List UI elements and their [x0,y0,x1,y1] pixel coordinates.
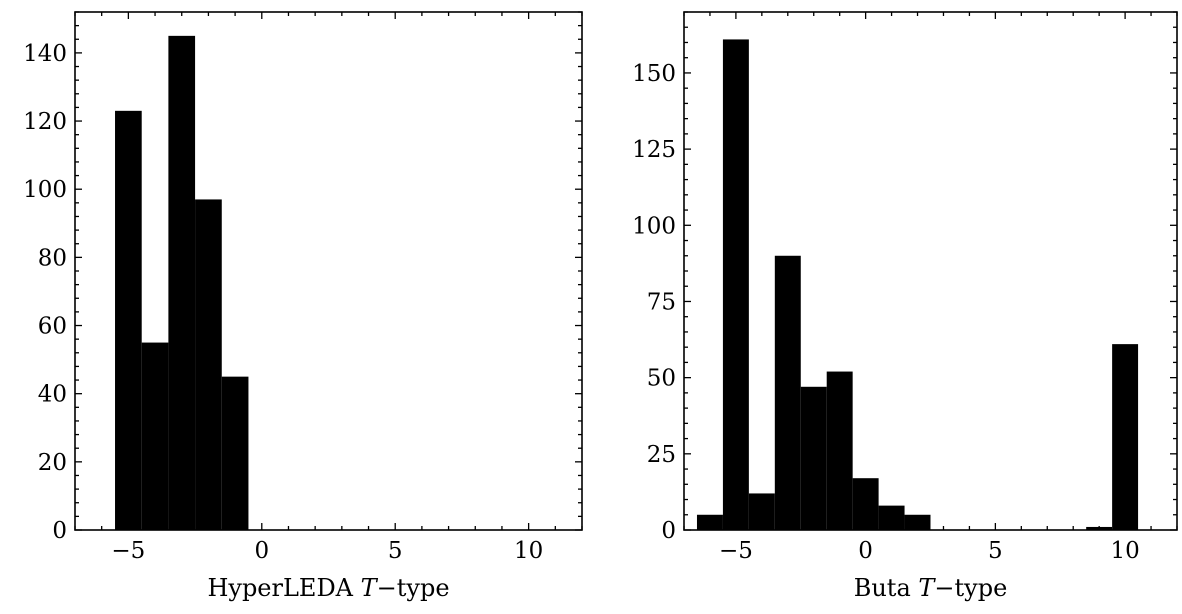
histogram-bar [722,39,749,531]
y-tick-label: 80 [38,245,67,271]
y-tick-label: 25 [647,442,676,468]
y-tick-label: 150 [632,61,676,87]
y-tick-label: 0 [52,518,67,544]
x-tick-label: 10 [514,538,543,564]
histogram-bar [748,493,775,530]
y-tick-label: 140 [23,41,67,67]
y-tick-label: 100 [632,213,676,239]
histogram-bar [168,35,196,531]
histogram-bar [115,110,142,530]
x-tick-label: 5 [988,538,1003,564]
histogram-bar [195,199,222,530]
y-tick-label: 125 [632,137,676,163]
y-tick-label: 100 [23,177,67,203]
histogram-bar [852,478,879,530]
x-tick-label: 10 [1110,538,1139,564]
x-tick-label: −5 [111,538,145,564]
histogram-bar [1112,344,1139,530]
y-tick-label: 75 [647,289,676,315]
y-tick-label: 40 [38,382,67,408]
axes-frame [683,11,1178,531]
y-tick-label: 0 [661,518,676,544]
x-axis-label: Buta T−type [854,574,1008,602]
histogram-bar [696,514,723,530]
histogram-bar [774,255,801,530]
y-tick-label: 20 [38,450,67,476]
histogram-bar [141,342,169,530]
y-tick-label: 120 [23,109,67,135]
x-axis-label: HyperLEDA T−type [207,574,449,602]
x-tick-label: −5 [719,538,753,564]
x-tick-label: 0 [254,538,269,564]
histogram-bar [878,505,905,530]
histogram-bar [800,386,827,530]
histogram-bar [904,514,931,530]
y-tick-label: 60 [38,314,67,340]
x-tick-label: 5 [388,538,403,564]
y-tick-label: 50 [647,366,676,392]
histogram-bar [826,371,853,530]
histogram-bar [221,376,249,530]
x-tick-label: 0 [858,538,873,564]
